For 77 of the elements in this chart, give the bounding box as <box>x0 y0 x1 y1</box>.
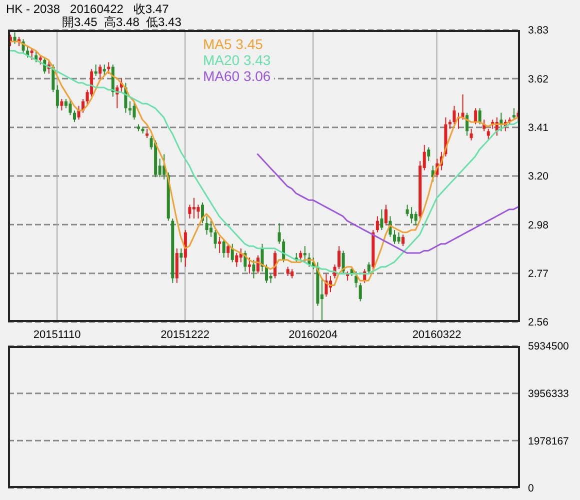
candlestick <box>205 216 208 236</box>
candlestick <box>180 248 183 263</box>
candlestick <box>98 64 102 79</box>
candlestick <box>162 154 166 180</box>
candlestick <box>252 259 256 279</box>
candlestick <box>230 243 234 263</box>
y-tick-label: 0 <box>528 482 534 495</box>
candlestick <box>358 282 362 302</box>
candlestick <box>452 105 456 125</box>
candlestick <box>486 128 490 141</box>
candlestick <box>30 48 34 60</box>
y-tick-label: 5934500 <box>528 340 570 353</box>
candlestick <box>146 128 149 139</box>
x-tick-label: 20160322 <box>412 329 462 341</box>
candlestick <box>90 68 94 98</box>
candlestick <box>384 204 388 226</box>
candlestick <box>132 100 136 120</box>
candlestick <box>410 206 414 224</box>
candlestick <box>380 208 384 231</box>
candlestick <box>214 230 217 249</box>
candlestick <box>77 105 80 120</box>
candlestick <box>222 238 226 258</box>
y-tick-label: 3.62 <box>528 73 549 86</box>
candlestick <box>342 250 345 274</box>
chart-title: HK - 2038 20160422 收3.47 <box>6 1 169 16</box>
candlestick <box>290 268 294 279</box>
candlestick <box>226 243 230 258</box>
candlestick <box>338 246 341 270</box>
candlestick <box>286 266 290 277</box>
candlestick <box>414 211 418 226</box>
x-tick-label: 20151110 <box>33 329 81 341</box>
y-tick-label: 2.56 <box>528 316 549 329</box>
y-tick-label: 1978167 <box>528 435 570 448</box>
candlestick <box>188 204 192 220</box>
candlestick <box>354 270 358 288</box>
candlestick <box>210 220 213 238</box>
candlestick <box>470 128 473 141</box>
y-tick-label: 2.98 <box>528 219 549 232</box>
candlestick <box>218 236 222 254</box>
candlestick <box>427 146 430 162</box>
chart-subtitle: 開3.45 高3.48 低3.43 <box>62 15 182 31</box>
candlestick <box>68 98 72 116</box>
candlestick <box>192 197 196 220</box>
candlestick <box>248 257 251 274</box>
x-tick-label: 20160204 <box>288 329 338 341</box>
candlestick <box>278 222 281 244</box>
candlestick <box>73 110 76 122</box>
x-tick-label: 20151222 <box>160 329 210 341</box>
candlestick <box>402 234 405 247</box>
candlestick <box>38 54 42 65</box>
y-tick-label: 3.20 <box>528 170 549 183</box>
candlestick <box>376 216 379 233</box>
candlestick <box>60 98 64 111</box>
y-tick-label: 3956333 <box>528 388 570 400</box>
candlestick <box>512 108 516 120</box>
y-tick-label: 3.41 <box>528 122 549 134</box>
text: MA60 3.06 <box>203 68 271 84</box>
candlestick <box>474 108 478 125</box>
candlestick <box>448 119 452 130</box>
candlestick <box>56 84 59 109</box>
line-series <box>256 153 519 254</box>
candlestick <box>367 262 370 274</box>
candlestick <box>102 64 106 76</box>
candlestick <box>397 232 400 244</box>
candlestick <box>256 254 260 274</box>
candlestick <box>235 252 238 268</box>
y-tick-label: 3.83 <box>528 24 549 37</box>
candlestick <box>478 108 482 125</box>
candlestick <box>303 246 306 263</box>
candlestick <box>406 204 409 217</box>
candlestick <box>196 204 200 220</box>
y-tick-label: 2.77 <box>528 268 549 280</box>
text: MA5 3.45 <box>203 36 264 52</box>
candlestick <box>299 250 302 260</box>
text: MA20 3.43 <box>203 52 271 68</box>
candlestick <box>64 98 68 109</box>
candlestick <box>128 100 132 116</box>
